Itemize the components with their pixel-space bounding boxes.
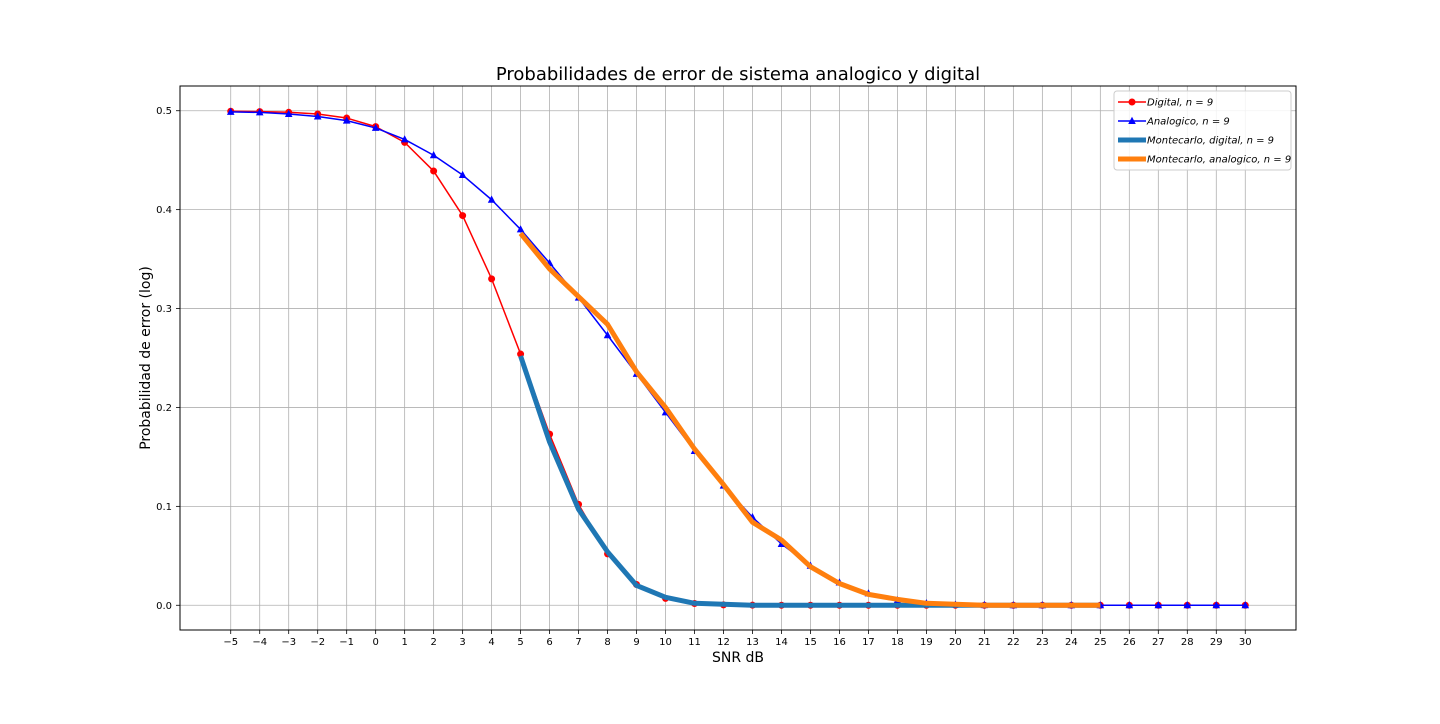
data-point (603, 331, 612, 339)
x-tick-label: −1 (339, 637, 354, 648)
x-tick-label: 15 (804, 637, 817, 648)
x-tick-label: 11 (688, 637, 701, 648)
x-tick-label: 20 (949, 637, 962, 648)
data-point (459, 212, 467, 220)
legend-entry: Montecarlo, digital, n = 9 (1118, 136, 1274, 147)
data-point (429, 151, 438, 159)
x-tick-label: 30 (1239, 637, 1252, 648)
x-tick-label: 18 (891, 637, 904, 648)
x-tick-label: 4 (488, 637, 494, 648)
y-tick-label: 0.0 (156, 601, 172, 612)
data-point (430, 167, 438, 175)
chart-title: Probabilidades de error de sistema analo… (496, 64, 980, 85)
legend-label: Montecarlo, digital, n = 9 (1147, 136, 1274, 147)
series-layer (226, 107, 1250, 609)
x-tick-label: 6 (546, 637, 552, 648)
x-tick-label: 3 (459, 637, 465, 648)
x-tick-label: 1 (401, 637, 407, 648)
data-point (313, 112, 322, 120)
data-point (226, 107, 235, 115)
legend: Digital, n = 9 Analogico, n = 9 Montecarlo… (1113, 90, 1292, 171)
x-tick-label: 12 (717, 637, 730, 648)
x-tick-label: 2 (430, 637, 436, 648)
legend-box (1113, 90, 1292, 171)
x-tick-label: 0 (372, 637, 378, 648)
data-point (1154, 601, 1163, 609)
x-tick-label: −5 (223, 637, 238, 648)
legend-label: Analogico, n = 9 (1146, 117, 1230, 128)
series-line (518, 231, 1101, 608)
x-tick-label: 14 (775, 637, 788, 648)
data-point (488, 275, 496, 283)
x-tick-label: 27 (1152, 637, 1165, 648)
legend-entry: Analogico, n = 9 (1118, 117, 1230, 128)
data-point (371, 123, 380, 131)
x-tick-label: −2 (310, 637, 325, 648)
y-axis-label: Probabilidad de error (log) (138, 266, 154, 450)
data-point (1125, 601, 1134, 609)
x-tick-label: 7 (575, 637, 581, 648)
data-point (516, 225, 525, 233)
x-tick-label: 8 (604, 637, 610, 648)
plot-frame (179, 85, 1297, 631)
legend-label: Montecarlo, analogico, n = 9 (1147, 155, 1291, 166)
data-point (1241, 601, 1250, 609)
x-tick-label: 16 (833, 637, 846, 648)
data-point (255, 108, 264, 116)
y-tick-label: 0.5 (156, 106, 172, 117)
x-tick-label: 29 (1210, 637, 1223, 648)
x-tick-label: 26 (1123, 637, 1136, 648)
x-tick-label: −3 (281, 637, 296, 648)
data-point (400, 135, 409, 143)
data-point (487, 195, 496, 203)
x-tick-label: 24 (1065, 637, 1078, 648)
x-tick-label: 21 (978, 637, 991, 648)
x-tick-label: −4 (252, 637, 267, 648)
data-point (1212, 601, 1221, 609)
data-point (342, 116, 351, 124)
x-tick-label: 5 (517, 637, 523, 648)
x-tick-label: 28 (1181, 637, 1194, 648)
x-tick-label: 13 (746, 637, 759, 648)
x-axis-label: SNR dB (712, 650, 764, 666)
legend-swatch-marker (1128, 116, 1136, 124)
x-tick-label: 10 (659, 637, 672, 648)
y-tick-label: 0.1 (156, 502, 172, 513)
x-tick-label: 22 (1007, 637, 1020, 648)
data-point (1183, 601, 1192, 609)
legend-label: Digital, n = 9 (1147, 98, 1213, 109)
y-tick-label: 0.2 (156, 403, 172, 414)
legend-entry: Digital, n = 9 (1118, 98, 1213, 109)
x-tick-label: 23 (1036, 637, 1049, 648)
y-tick-label: 0.4 (156, 205, 172, 216)
y-axis: 0.0 0.1 0.2 0.3 0.4 0.5 (156, 106, 180, 612)
legend-swatch-marker (1128, 98, 1136, 106)
x-tick-label: 9 (633, 637, 639, 648)
y-tick-label: 0.3 (156, 304, 172, 315)
x-tick-label: 19 (920, 637, 933, 648)
x-tick-label: 25 (1094, 637, 1107, 648)
x-axis: −5 −4 −3 −2 −1 0 1 2 3 4 5 6 7 8 9 10 11 12 13 14 15 16 17 18 19… (223, 630, 1252, 648)
series-3 (518, 231, 1101, 608)
data-point (284, 109, 293, 117)
x-tick-label: 17 (862, 637, 875, 648)
data-point (458, 170, 467, 179)
legend-entry: Montecarlo, analogico, n = 9 (1118, 155, 1291, 166)
